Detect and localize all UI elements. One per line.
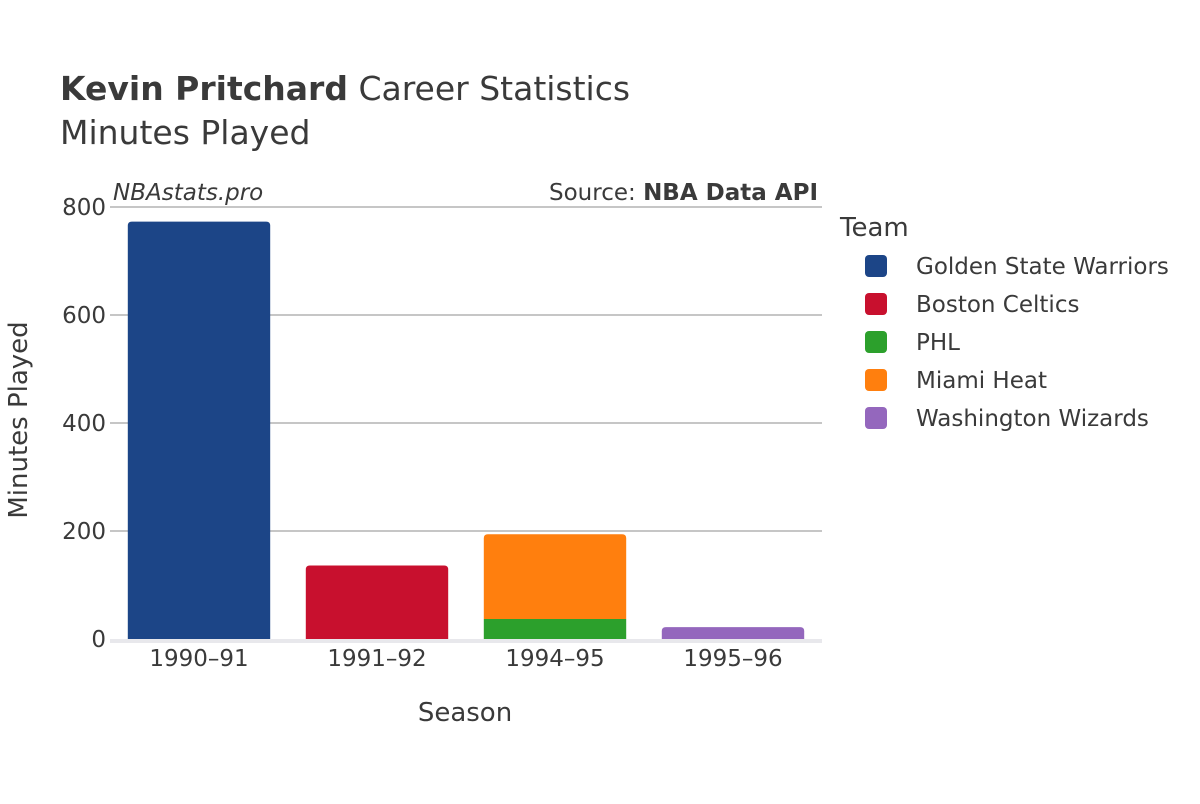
legend-label: PHL: [916, 330, 960, 356]
bar-segment: [661, 627, 805, 639]
y-axis-ticks: 0 200 400 600 800: [62, 195, 106, 653]
chart-title-rest: Career Statistics: [348, 69, 630, 108]
y-tick-label: 200: [62, 519, 106, 545]
source-name: NBA Data API: [643, 180, 818, 206]
legend-label: Golden State Warriors: [916, 254, 1169, 280]
legend: Team Golden State Warriors Boston Celtics…: [839, 213, 1169, 432]
legend-swatch: [865, 293, 887, 315]
legend-swatch: [865, 407, 887, 429]
legend-label: Boston Celtics: [916, 292, 1079, 318]
bar-segment: [305, 565, 449, 639]
legend-swatch: [865, 255, 887, 277]
y-tick-label: 0: [91, 627, 106, 653]
x-tick-label: 1990–91: [149, 646, 248, 672]
legend-item[interactable]: PHL: [865, 330, 960, 356]
y-tick-label: 600: [62, 303, 106, 329]
legend-label: Miami Heat: [916, 368, 1047, 394]
legend-item[interactable]: Golden State Warriors: [865, 254, 1169, 280]
y-axis-title: Minutes Played: [4, 321, 34, 518]
x-tick-label: 1994–95: [505, 646, 604, 672]
legend-item[interactable]: Washington Wizards: [865, 406, 1149, 432]
bar-segment: [127, 221, 271, 639]
x-axis-title: Season: [418, 698, 512, 728]
legend-item[interactable]: Boston Celtics: [865, 292, 1079, 318]
source-prefix: Source:: [549, 180, 643, 206]
x-tick-label: 1991–92: [327, 646, 426, 672]
x-axis-ticks: 1990–91 1991–92 1994–95 1995–96: [149, 646, 782, 672]
chart-title: Kevin Pritchard Career Statistics: [60, 69, 630, 108]
legend-items: Golden State Warriors Boston Celtics PHL Mi…: [865, 254, 1169, 432]
bars: [127, 221, 805, 639]
source-credit: Source: NBA Data API: [549, 180, 818, 206]
watermark-text: NBAstats.pro: [113, 180, 263, 206]
y-tick-label: 400: [62, 411, 106, 437]
bar-segment: [483, 534, 627, 620]
legend-swatch: [865, 369, 887, 391]
legend-label: Washington Wizards: [916, 406, 1149, 432]
legend-title: Team: [839, 213, 909, 243]
chart-subtitle: Minutes Played: [60, 113, 310, 152]
chart-title-player: Kevin Pritchard: [60, 69, 348, 108]
legend-item[interactable]: Miami Heat: [865, 368, 1047, 394]
bar-segment: [483, 619, 627, 639]
legend-swatch: [865, 331, 887, 353]
y-tick-label: 800: [62, 195, 106, 221]
x-tick-label: 1995–96: [683, 646, 782, 672]
